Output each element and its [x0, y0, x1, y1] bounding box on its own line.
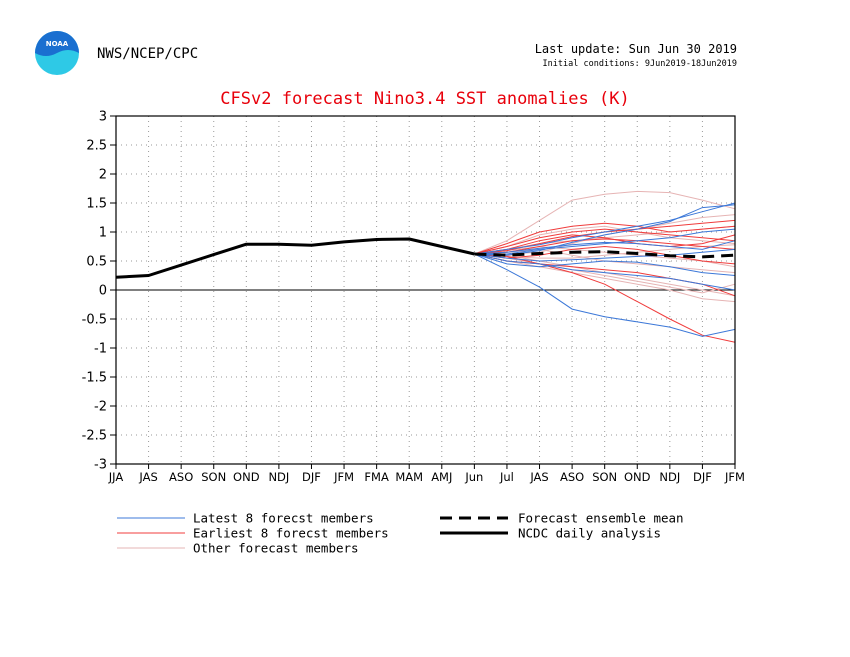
x-tick-label: DJF	[693, 470, 712, 484]
y-tick-label: 0	[99, 284, 107, 299]
x-tick-label: JAS	[138, 470, 157, 484]
x-tick-label: NDJ	[659, 470, 680, 484]
earliest-member-line	[474, 222, 736, 255]
org-label: NWS/NCEP/CPC	[97, 46, 198, 62]
initial-conditions: Initial conditions: 9Jun2019-18Jun2019	[543, 59, 737, 69]
last-update: Last update: Sun Jun 30 2019	[535, 42, 737, 56]
x-tick-label: JFM	[333, 470, 354, 484]
x-tick-label: JAS	[529, 470, 548, 484]
earliest-member-line	[474, 238, 736, 255]
x-tick-label: AMJ	[431, 470, 452, 484]
x-tick-label: NDJ	[268, 470, 289, 484]
other-member-line	[474, 245, 736, 268]
earliest-member-line	[474, 245, 736, 265]
x-tick-label: DJF	[302, 470, 321, 484]
x-tick-label: Jul	[499, 470, 514, 484]
other-member-line	[474, 253, 736, 294]
series-layer	[115, 190, 736, 343]
x-tick-label: ASO	[169, 470, 193, 484]
x-tick-label: FMA	[364, 470, 389, 484]
latest-member-line	[474, 248, 736, 262]
latest-member-line	[474, 240, 736, 255]
y-tick-label: 1.5	[86, 197, 107, 212]
x-tick-label: MAM	[395, 470, 423, 484]
latest-member-line	[474, 202, 736, 255]
noaa-logo: NOAA	[35, 31, 79, 75]
earliest-member-line	[474, 253, 736, 343]
latest-member-line	[474, 253, 736, 276]
x-tick-label: OND	[624, 470, 651, 484]
other-member-line	[474, 253, 736, 303]
legend-label-analysis: NCDC daily analysis	[518, 526, 661, 541]
ensemble-mean-line	[474, 250, 736, 259]
y-tick-label: 2	[99, 168, 107, 183]
legend-label-other: Other forecast members	[193, 541, 359, 556]
y-tick-label: -2.5	[82, 429, 107, 444]
legend-label-earliest: Earliest 8 forecst members	[193, 526, 389, 541]
latest-member-line	[474, 228, 736, 255]
y-tick-label: 0.5	[86, 255, 107, 270]
y-tick-label: 1	[99, 226, 107, 241]
other-member-line	[474, 190, 736, 255]
chart-title: CFSv2 forecast Nino3.4 SST anomalies (K)	[220, 89, 629, 109]
x-tick-label: ASO	[560, 470, 584, 484]
y-tick-label: -1	[94, 342, 107, 357]
y-tick-label: 2.5	[86, 139, 107, 154]
x-tick-label: SON	[201, 470, 226, 484]
analysis-line	[115, 237, 475, 279]
grid	[116, 116, 735, 464]
noaa-logo-text: NOAA	[46, 40, 69, 48]
x-tick-label: JJA	[108, 470, 124, 484]
y-tick-label: -2	[94, 400, 107, 415]
y-tick-label: -1.5	[82, 371, 107, 386]
y-tick-label: 3	[99, 110, 107, 125]
x-tick-label: SON	[592, 470, 617, 484]
x-tick-label: JFM	[724, 470, 745, 484]
earliest-member-line	[474, 228, 736, 255]
latest-member-line	[474, 253, 736, 337]
x-tick-label: Jun	[464, 470, 483, 484]
earliest-member-line	[474, 234, 736, 255]
plot-frame	[115, 115, 736, 465]
other-member-line	[474, 225, 736, 255]
y-tick-label: -3	[94, 458, 107, 473]
x-tick-label: OND	[233, 470, 260, 484]
legend-label-mean: Forecast ensemble mean	[518, 511, 684, 526]
latest-member-line	[474, 253, 736, 291]
y-tick-label: -0.5	[82, 313, 107, 328]
legend-label-latest: Latest 8 forecst members	[193, 511, 374, 526]
